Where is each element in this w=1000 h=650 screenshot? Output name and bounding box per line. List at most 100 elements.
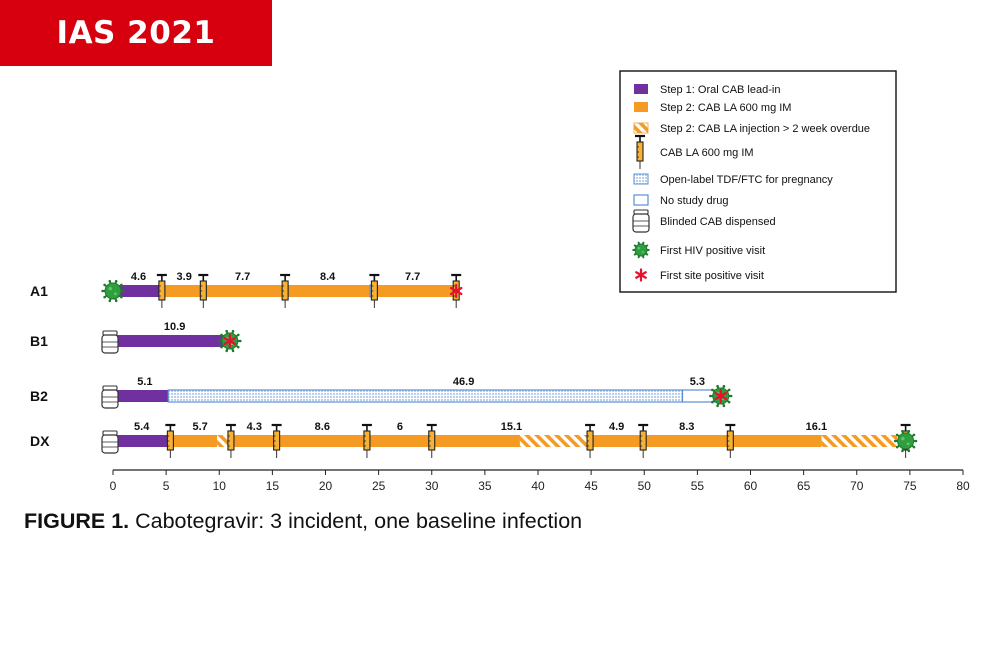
legend-label: Blinded CAB dispensed [660,216,776,228]
virus-spike-tip [912,445,916,449]
x-tick-label: 5 [163,479,170,493]
legend-label: Step 1: Oral CAB lead-in [660,84,780,96]
syringe-barrel [166,430,174,451]
syringe-barrel [726,430,734,451]
syringe-icon [585,423,596,458]
virus-spike-tip [716,384,719,388]
interval-label: 5.3 [690,376,705,388]
syringe-icon [156,273,167,308]
syringe-icon [165,423,176,458]
banner-title: IAS 2021 [56,15,216,51]
bar-segment-oral [115,285,162,297]
legend-label: Open-label TDF/FTC for pregnancy [660,174,833,186]
x-tick-label: 45 [584,479,598,493]
pill-bottle-icon [101,385,119,409]
virus-spot [113,292,117,296]
virus-spike-tip [722,384,726,388]
bar-segment-cab [591,435,822,447]
x-tick-label: 40 [531,479,545,493]
virus-icon [893,429,918,453]
bar-segment-oral [117,390,169,402]
interval-label: 4.6 [131,271,146,283]
interval-label: 10.9 [164,321,185,333]
asterisk-icon [223,333,237,349]
interval-label: 8.6 [315,421,330,433]
legend-label: First HIV positive visit [660,245,765,257]
legend-label: Step 2: CAB LA 600 mg IM [660,102,791,114]
x-tick-label: 0 [110,479,117,493]
virus-spike-tip [637,241,640,244]
interval-label: 5.1 [137,376,152,388]
asterisk-stroke [635,271,647,279]
virus-spike-tip [901,429,904,433]
interval-label: 5.7 [192,421,207,433]
virus-spike-tip [220,333,223,337]
dotted-blue-swatch [633,173,649,185]
virus-spike-tip [642,256,645,259]
asterisk-stroke [449,286,463,296]
virus-spike-tip [912,433,916,437]
virus-spike-tip [907,449,911,453]
virus-spike-tip [238,339,242,343]
virus-spike-tip [633,253,636,256]
virus-spike-tip [646,244,649,247]
virus-spot [637,246,641,250]
figure-caption: FIGURE 1. Cabotegravir: 3 incident, one … [24,509,582,534]
legend-label: First site positive visit [660,270,764,282]
legend-label: No study drug [660,195,728,207]
timeline-row-dx: DX 5.4 5.7 4.3 8.6 6 15.1 4.9 8.3 16.1 [30,421,918,458]
legend-label: Step 2: CAB LA injection > 2 week overdu… [660,123,870,135]
interval-label: 46.9 [453,376,474,388]
bar-segment-cab [161,285,371,297]
x-axis: 0 5 10 15 20 25 30 35 40 45 50 55 60 65 70 75 80 [110,469,970,493]
virus-spike-tip [716,404,719,408]
interval-label: 7.7 [405,271,420,283]
syringe-icon [280,273,291,308]
x-tick-label: 20 [319,479,333,493]
virus-spike-tip [729,394,733,398]
asterisk-stroke [714,391,728,401]
interval-label: 7.7 [235,271,250,283]
virus-spike-tip [711,388,714,392]
conference-banner: IAS 2021 [0,0,272,66]
asterisk-icon [449,283,463,299]
interval-label: 15.1 [501,421,522,433]
bar-segment-cab [227,435,520,447]
bottle-body [101,434,119,454]
orange-swatch [634,102,648,112]
legend-item: Step 2: CAB LA 600 mg IM [634,102,791,114]
timeline-row-b2: B2 5.1 46.9 5.3 [30,376,733,409]
interval-label: 16.1 [806,421,827,433]
legend-item: First HIV positive visit [632,241,765,259]
syringe-icon [198,273,209,308]
virus-spike-tip [647,249,650,251]
virus-icon [632,241,650,259]
virus-spike-tip [722,404,726,408]
interval-label: 3.9 [177,271,192,283]
virus-spot [901,436,905,441]
syringe-barrel [639,430,647,451]
interval-label: 8.4 [320,271,336,283]
row-label: B2 [30,388,48,404]
pill-bottle-icon [101,430,119,454]
x-tick-label: 35 [478,479,492,493]
virus-spike-tip [114,279,118,283]
virus-spike-tip [225,329,228,333]
virus-spike-tip [727,388,731,392]
bar-segment-oral [117,435,171,447]
virus-spike-tip [895,433,899,437]
open-blue-swatch [633,194,649,206]
plot-area: A1 4.6 3.9 7.7 8.4 7.7 B1 10.9 B2 5.1 46.9 5.3 DX 5.4… [30,271,918,458]
pill-bottle-icon [632,209,650,233]
interval-label: 4.9 [609,421,624,433]
syringe-icon [225,423,236,458]
x-tick-label: 80 [956,479,970,493]
syringe-barrel [428,430,436,451]
bar-segment-oral [117,335,230,347]
x-tick-label: 65 [797,479,811,493]
bar-segment-overdue [821,435,898,447]
hatched-orange-swatch [633,122,649,134]
virus-spot [906,442,910,446]
bar-segment-overdue [217,435,228,447]
